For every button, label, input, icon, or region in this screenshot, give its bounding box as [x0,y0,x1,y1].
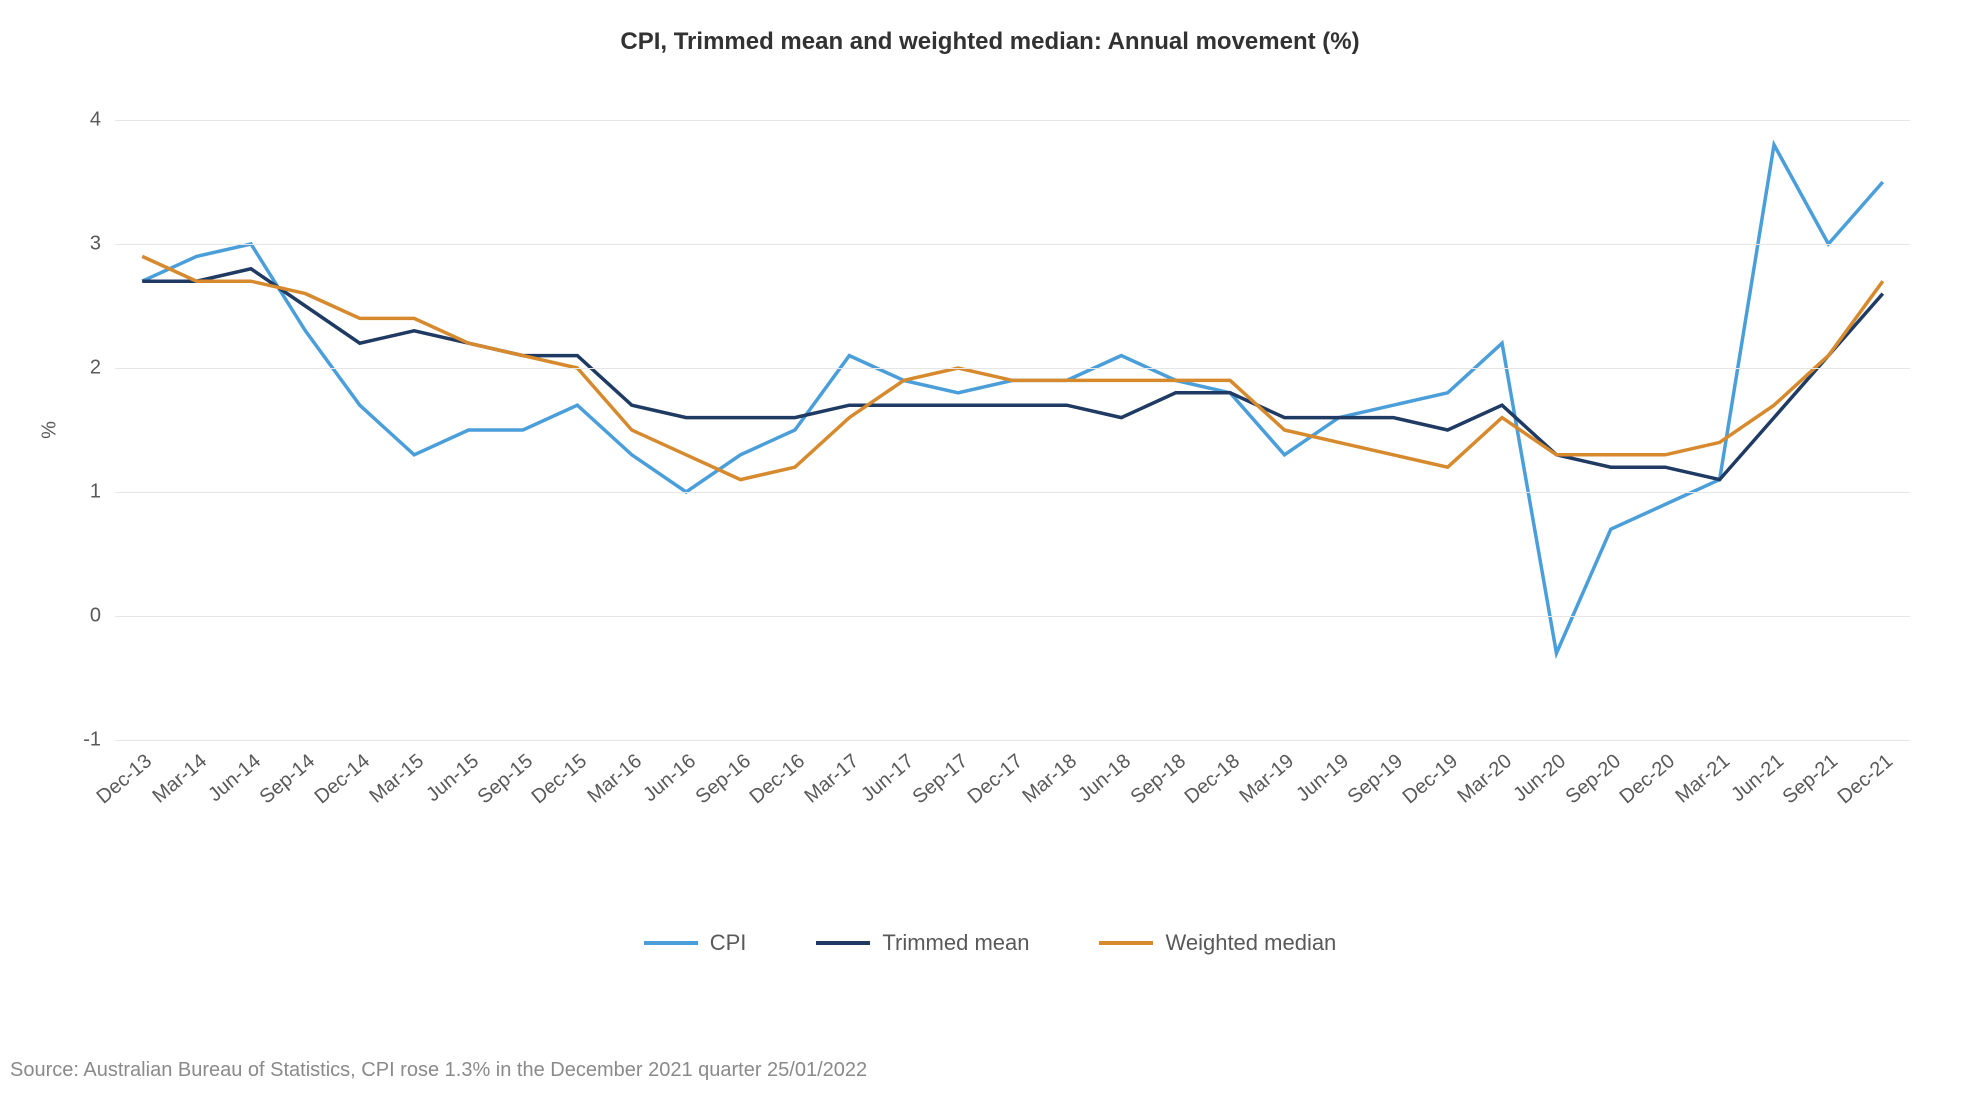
x-tick-label: Jun-15 [422,750,484,807]
y-tick-label: 1 [90,481,115,504]
source-text: Source: Australian Bureau of Statistics,… [10,1059,867,1082]
legend-swatch [816,941,870,945]
gridline [115,492,1910,493]
x-tick-label: Dec-17 [963,750,1027,809]
x-tick-label: Dec-19 [1398,750,1462,809]
gridline [115,740,1910,741]
x-tick-label: Mar-21 [1671,750,1734,808]
x-tick-label: Jun-19 [1292,750,1354,807]
legend: CPI Trimmed mean Weighted median [0,930,1980,956]
legend-item: Weighted median [1099,930,1336,956]
plot-area: -101234Dec-13Mar-14Jun-14Sep-14Dec-14Mar… [115,120,1910,740]
legend-label: CPI [710,930,747,956]
y-axis-label: % [39,421,62,439]
x-tick-label: Mar-15 [366,750,429,808]
x-tick-label: Sep-15 [474,750,538,809]
legend-item: CPI [644,930,747,956]
x-tick-label: Sep-18 [1126,750,1190,809]
series-line [142,145,1883,653]
gridline [115,120,1910,121]
gridline [115,244,1910,245]
x-tick-label: Dec-13 [93,750,157,809]
legend-swatch [644,941,698,945]
x-tick-label: Sep-20 [1561,750,1625,809]
x-tick-label: Dec-15 [528,750,592,809]
legend-label: Weighted median [1165,930,1336,956]
legend-label: Trimmed mean [882,930,1029,956]
series-lines [115,120,1910,740]
x-tick-label: Dec-21 [1833,750,1897,809]
chart-container: CPI, Trimmed mean and weighted median: A… [0,0,1980,1100]
x-tick-label: Dec-14 [310,750,374,809]
y-tick-label: 2 [90,357,115,380]
x-tick-label: Jun-14 [204,750,266,807]
series-line [142,269,1883,480]
x-tick-label: Jun-21 [1727,750,1789,807]
x-tick-label: Mar-20 [1453,750,1516,808]
legend-swatch [1099,941,1153,945]
gridline [115,616,1910,617]
x-tick-label: Jun-20 [1510,750,1572,807]
x-tick-label: Mar-17 [801,750,864,808]
x-tick-label: Mar-16 [583,750,646,808]
x-tick-label: Dec-16 [746,750,810,809]
x-tick-label: Mar-18 [1018,750,1081,808]
x-tick-label: Sep-16 [691,750,755,809]
gridline [115,368,1910,369]
x-tick-label: Sep-19 [1344,750,1408,809]
x-tick-label: Jun-17 [857,750,919,807]
x-tick-label: Jun-16 [639,750,701,807]
y-tick-label: 3 [90,233,115,256]
y-tick-label: 0 [90,605,115,628]
x-tick-label: Sep-21 [1779,750,1843,809]
x-tick-label: Mar-14 [148,750,211,808]
y-tick-label: -1 [83,729,115,752]
x-tick-label: Sep-14 [256,750,320,809]
x-tick-label: Jun-18 [1074,750,1136,807]
y-tick-label: 4 [90,109,115,132]
legend-item: Trimmed mean [816,930,1029,956]
x-tick-label: Sep-17 [909,750,973,809]
x-tick-label: Mar-19 [1236,750,1299,808]
x-tick-label: Dec-18 [1181,750,1245,809]
chart-title: CPI, Trimmed mean and weighted median: A… [0,0,1980,56]
x-tick-label: Dec-20 [1616,750,1680,809]
